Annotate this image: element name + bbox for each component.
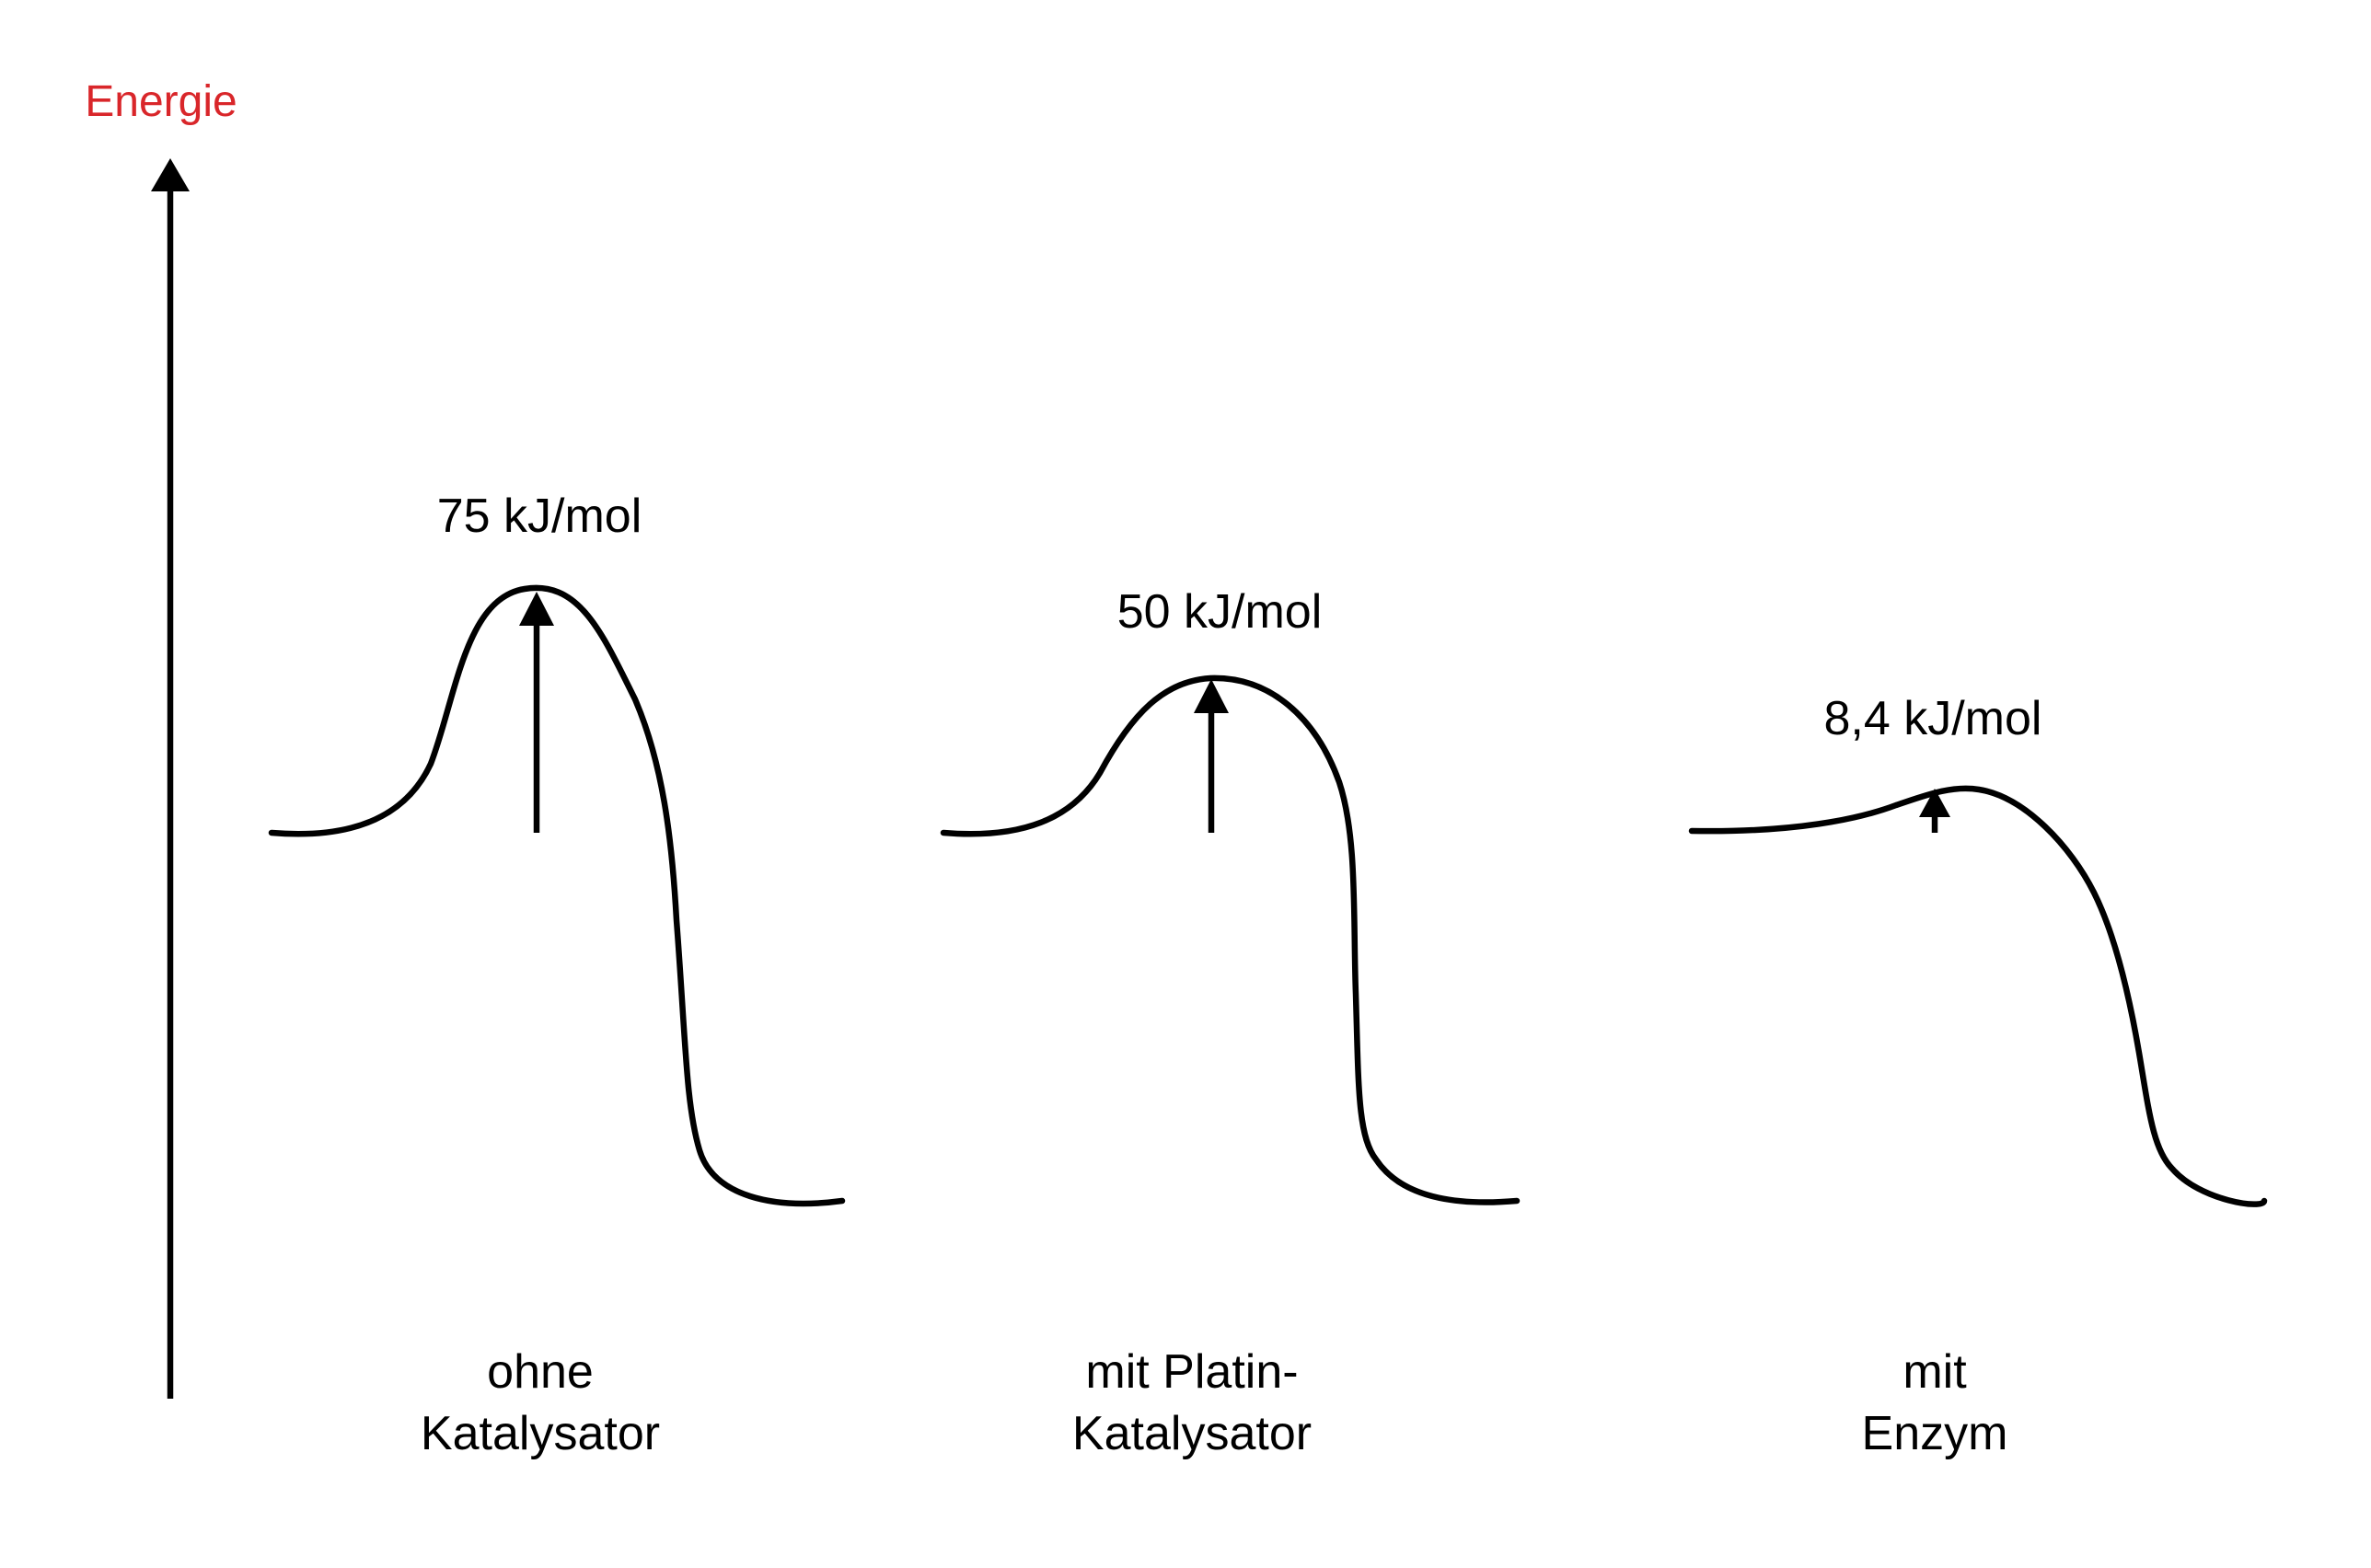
energy-curve-enzyme — [1688, 785, 2268, 1207]
activation-arrowhead-enzyme — [1919, 789, 1950, 817]
activation-arrowhead-platinum-catalyst — [1194, 679, 1229, 713]
case-name-enzyme-line1: mit — [1903, 1345, 1967, 1399]
case-name-platinum-catalyst-line2: Katalysator — [1072, 1407, 1312, 1460]
energy-curve-no-catalyst — [268, 584, 846, 1207]
energy-axis: Energie — [85, 77, 237, 1399]
profile-enzyme: 8,4 kJ/mol mit Enzym — [1688, 692, 2268, 1460]
energy-curve-platinum-catalyst — [940, 674, 1521, 1205]
case-name-no-catalyst-line1: ohne — [487, 1345, 594, 1399]
profile-no-catalyst: 75 kJ/mol ohne Katalysator — [268, 490, 846, 1460]
case-name-platinum-catalyst-line1: mit Platin- — [1085, 1345, 1298, 1399]
activation-energy-label-enzyme: 8,4 kJ/mol — [1824, 692, 2042, 745]
activation-energy-label-no-catalyst: 75 kJ/mol — [437, 490, 642, 543]
case-name-enzyme-line2: Enzym — [1862, 1407, 2008, 1460]
profile-platinum-catalyst: 50 kJ/mol mit Platin- Katalysator — [940, 585, 1521, 1460]
activation-arrowhead-no-catalyst — [519, 592, 554, 626]
case-name-no-catalyst-line2: Katalysator — [421, 1407, 660, 1460]
activation-energy-label-platinum-catalyst: 50 kJ/mol — [1117, 585, 1323, 639]
energy-axis-arrowhead — [151, 158, 190, 191]
energy-axis-label: Energie — [85, 77, 237, 126]
